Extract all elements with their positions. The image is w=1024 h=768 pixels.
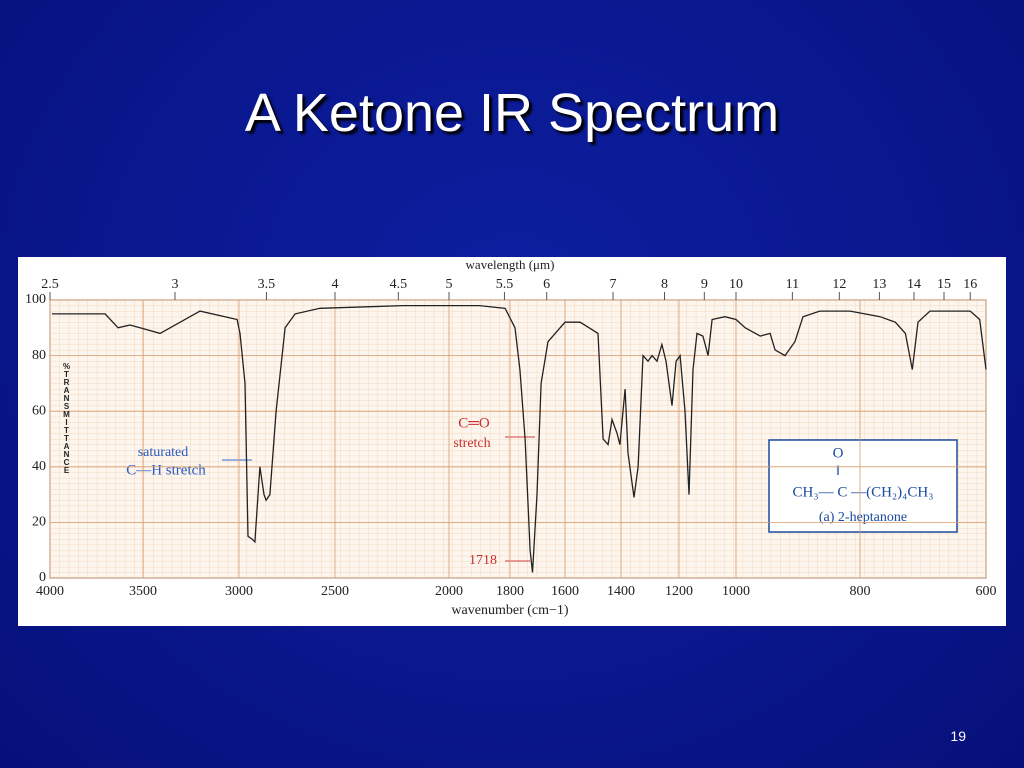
x2-tick-label: 16 [963,277,977,292]
annotation: stretch [453,436,490,451]
annotation: saturated [138,445,189,460]
annotation: C—H stretch [126,462,206,478]
y-axis-label: %TRANSMITTANCE [62,362,71,474]
x2-tick-label: 3 [172,277,179,292]
structure-text: CH₃— C —(CH₂)₄CH₃ [793,484,934,500]
x-tick-label: 3500 [129,584,157,599]
x-tick-label: 1400 [607,584,635,599]
x-tick-label: 800 [850,584,871,599]
x2-tick-label: 3.5 [258,277,276,292]
x2-tick-label: 10 [729,277,743,292]
x2-tick-label: 7 [610,277,617,292]
y-tick-label: 20 [32,515,46,530]
spectrum-line [52,304,987,573]
annotation: C═O [458,415,490,431]
structure-box [768,439,958,533]
y-tick-label: 80 [32,348,46,363]
x-tick-label: 3000 [225,584,253,599]
x-tick-label: 2500 [321,584,349,599]
structure-text: (a) 2-heptanone [819,510,907,525]
y-tick-label: 100 [25,292,46,307]
x2-tick-label: 5.5 [496,277,514,292]
x2-tick-label: 6 [543,277,550,292]
page-number: 19 [950,728,966,744]
x-tick-label: 1200 [665,584,693,599]
x2-tick-label: 2.5 [41,277,59,292]
slide-title: A Ketone IR Spectrum [244,83,780,143]
fine-grid [50,300,986,578]
x2-tick-label: 12 [832,277,846,292]
y-tick-label: 60 [32,403,46,418]
x-tick-label: 1000 [722,584,750,599]
structure-text: ‖ [836,464,840,479]
x-tick-label: 1600 [551,584,579,599]
x2-tick-label: 13 [872,277,886,292]
x2-tick-label: 4 [332,277,339,292]
structure-text: O [833,445,844,461]
x-tick-label: 600 [976,584,997,599]
x2-tick-label: 14 [907,277,921,292]
x2-tick-label: 5 [446,277,453,292]
x-tick-label: 1800 [496,584,524,599]
x2-tick-label: 15 [937,277,951,292]
x-tick-label: 4000 [36,584,64,599]
x2-axis-label: wavelength (μm) [466,257,555,272]
y-tick-label: 0 [39,570,46,585]
x2-tick-label: 4.5 [390,277,408,292]
x-axis-label: wavenumber (cm−1) [451,603,568,618]
x-tick-label: 2000 [435,584,463,599]
x2-tick-label: 11 [786,277,799,292]
y-tick-label: 40 [32,459,46,474]
annotation: 1718 [469,553,497,568]
x2-tick-label: 8 [661,277,668,292]
x2-tick-label: 9 [701,277,708,292]
